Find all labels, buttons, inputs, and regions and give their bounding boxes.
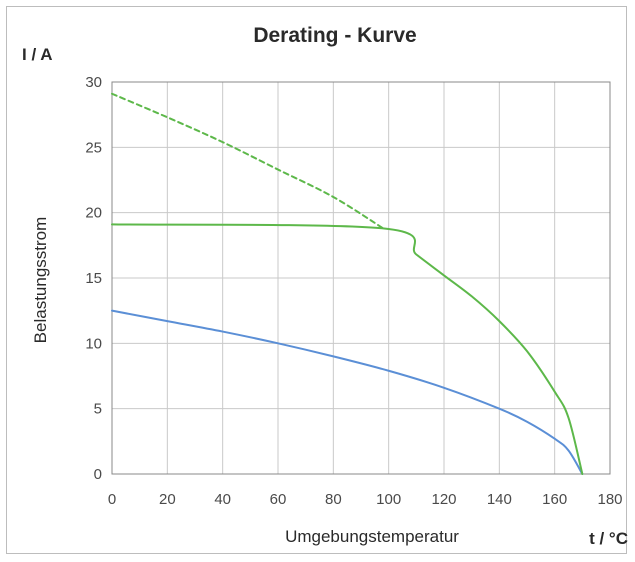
x-tick-label: 60: [270, 491, 287, 508]
chart-title: Derating - Kurve: [253, 24, 416, 47]
series-layer: [111, 92, 584, 475]
x-tick-label: 100: [376, 491, 401, 508]
x-tick-label: 80: [325, 491, 342, 508]
plot-border: [111, 81, 611, 475]
x-tick-label: 160: [542, 491, 567, 508]
x-tick-label: 40: [214, 491, 231, 508]
y-tick-label: 25: [85, 139, 102, 156]
x-tick-label: 140: [487, 491, 512, 508]
y-tick-label: 15: [85, 270, 102, 287]
y-axis-unit: I / A: [22, 45, 53, 64]
x-tick-label: 120: [431, 491, 456, 508]
y-tick-label: 20: [85, 205, 102, 222]
x-tick-label: 20: [159, 491, 176, 508]
x-tick-label: 0: [108, 491, 116, 508]
y-tick-labels: 0 5 10 15 20 25 30: [85, 74, 102, 483]
series-line-3: [111, 92, 385, 230]
series-line-2: [111, 223, 584, 475]
chart-frame: [6, 6, 627, 554]
series-line-1: [111, 309, 584, 475]
x-tick-labels: 0 20 40 60 80 100 120 140 160 180: [108, 491, 623, 508]
x-tick-label: 180: [597, 491, 622, 508]
grid: [111, 81, 611, 475]
x-axis-label: Umgebungstemperatur: [285, 527, 459, 546]
y-axis-label: Belastungsstrom: [31, 217, 50, 344]
y-tick-label: 10: [85, 335, 102, 352]
y-tick-label: 5: [94, 401, 102, 418]
y-tick-label: 30: [85, 74, 102, 91]
x-axis-unit: t / °C: [589, 529, 628, 548]
y-tick-label: 0: [94, 466, 102, 483]
